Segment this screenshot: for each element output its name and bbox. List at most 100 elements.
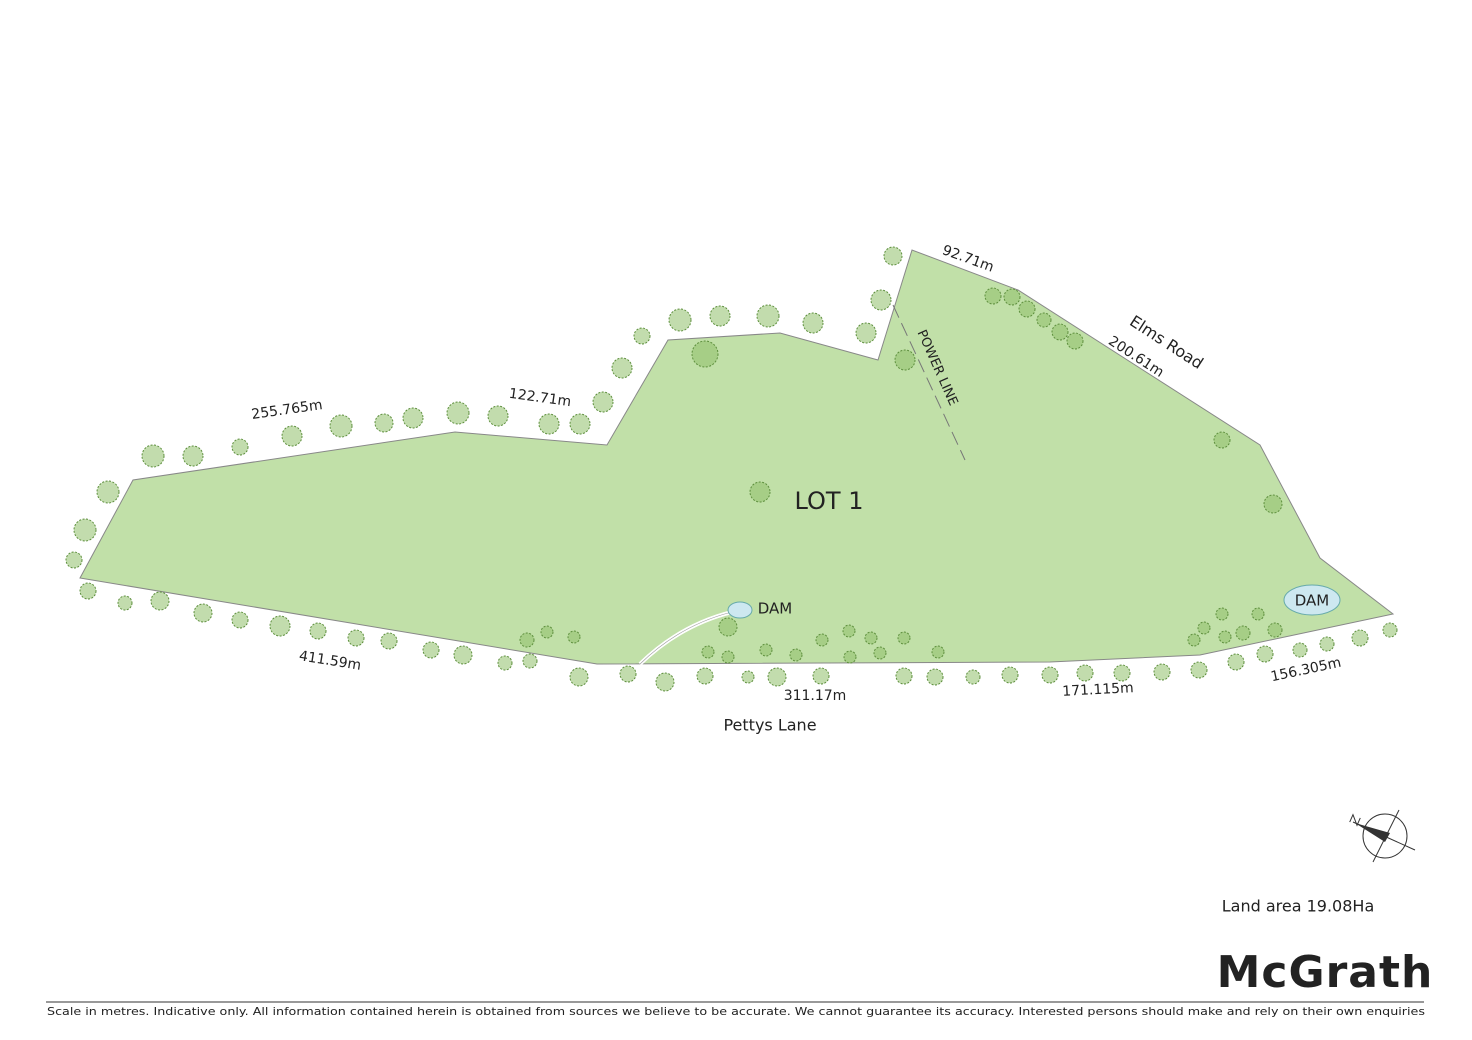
tree <box>117 595 133 611</box>
tree <box>842 624 856 638</box>
tree <box>1256 645 1274 663</box>
tree <box>1036 312 1052 328</box>
tree <box>701 645 715 659</box>
tree <box>873 646 887 660</box>
tree <box>815 633 829 647</box>
tree <box>1003 288 1021 306</box>
tree <box>926 668 944 686</box>
tree <box>718 617 738 637</box>
land-area: Land area 19.08Ha <box>1222 897 1375 916</box>
tree <box>422 641 440 659</box>
tree <box>870 289 892 311</box>
tree <box>1319 636 1335 652</box>
tree <box>347 629 365 647</box>
lot-label: LOT 1 <box>795 487 864 515</box>
brand: McGrath <box>1217 947 1434 998</box>
tree <box>931 645 945 659</box>
tree <box>759 643 773 657</box>
tree <box>446 401 470 425</box>
tree <box>193 603 213 623</box>
tree <box>802 312 824 334</box>
dimension: 171.115m <box>1062 680 1134 700</box>
tree <box>894 349 916 371</box>
tree <box>569 413 591 435</box>
dimension: 156.305m <box>1269 655 1342 686</box>
tree <box>1187 633 1201 647</box>
dam <box>1283 584 1341 616</box>
tree <box>1001 666 1019 684</box>
tree <box>691 340 719 368</box>
dimension: 311.17m <box>784 688 847 704</box>
tree <box>1190 661 1208 679</box>
tree <box>895 667 913 685</box>
tree <box>540 625 554 639</box>
tree <box>519 632 535 648</box>
tree <box>843 650 857 664</box>
tree <box>1351 629 1369 647</box>
tree <box>812 667 830 685</box>
tree <box>1215 607 1229 621</box>
power-line <box>892 304 966 461</box>
tree <box>592 391 614 413</box>
tree <box>150 591 170 611</box>
tree <box>231 611 249 629</box>
tree <box>1218 630 1232 644</box>
tree <box>231 438 249 456</box>
tree <box>1292 642 1308 658</box>
tree <box>883 246 903 266</box>
tree <box>741 670 755 684</box>
tree <box>668 308 692 332</box>
disclaimer: Scale in metres. Indicative only. All in… <box>47 1005 1425 1018</box>
dimension: 255.765m <box>250 397 323 423</box>
tree <box>487 405 509 427</box>
road-label: Pettys Lane <box>723 716 816 735</box>
tree <box>96 480 120 504</box>
tree <box>309 622 327 640</box>
dam <box>727 601 753 619</box>
tree <box>1197 621 1211 635</box>
tree <box>855 322 877 344</box>
tree <box>79 582 97 600</box>
lot-boundary <box>79 249 1395 665</box>
track-edge <box>639 611 733 665</box>
tree <box>65 551 83 569</box>
tree <box>789 648 803 662</box>
dam-label: DAM <box>1295 592 1330 610</box>
tree <box>182 445 204 467</box>
tree <box>269 615 291 637</box>
tree <box>1113 664 1131 682</box>
tree <box>380 632 398 650</box>
tree <box>864 631 878 645</box>
tree <box>1076 664 1094 682</box>
dimension: 411.59m <box>298 648 362 674</box>
trees <box>65 246 1398 692</box>
tree <box>696 667 714 685</box>
tree <box>756 304 780 328</box>
tree <box>141 444 165 468</box>
tree <box>1251 607 1265 621</box>
tree <box>1235 625 1251 641</box>
tree <box>1051 323 1069 341</box>
tree <box>984 287 1002 305</box>
tree <box>721 650 735 664</box>
tree <box>1066 332 1084 350</box>
tree <box>749 481 771 503</box>
tree <box>619 665 637 683</box>
north-arrow <box>1349 809 1416 863</box>
tree <box>1041 666 1059 684</box>
tree <box>1213 431 1231 449</box>
tree <box>281 425 303 447</box>
tree <box>538 413 560 435</box>
tree <box>767 667 787 687</box>
tree <box>965 669 981 685</box>
tree <box>374 413 394 433</box>
tree <box>1263 494 1283 514</box>
tree <box>73 518 97 542</box>
tree <box>569 667 589 687</box>
tree <box>522 653 538 669</box>
tree <box>1227 653 1245 671</box>
tree <box>1267 622 1283 638</box>
tree <box>1382 622 1398 638</box>
tree <box>567 630 581 644</box>
